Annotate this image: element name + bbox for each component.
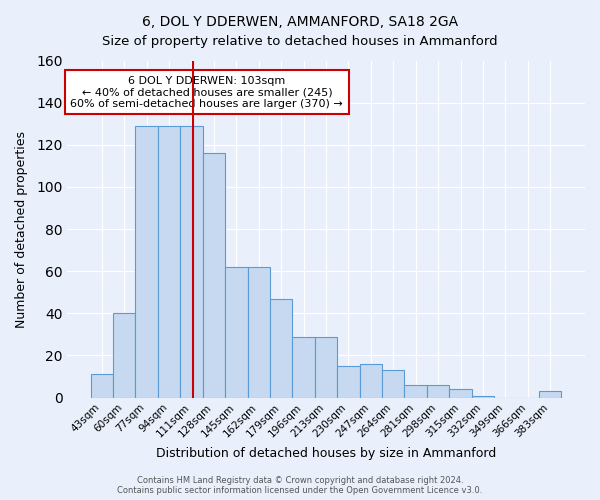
Bar — [225, 267, 248, 398]
Text: Size of property relative to detached houses in Ammanford: Size of property relative to detached ho… — [102, 35, 498, 48]
Bar — [158, 126, 180, 398]
Bar — [203, 153, 225, 398]
Bar — [404, 385, 427, 398]
Text: 6 DOL Y DDERWEN: 103sqm
← 40% of detached houses are smaller (245)
60% of semi-d: 6 DOL Y DDERWEN: 103sqm ← 40% of detache… — [70, 76, 343, 109]
Bar — [91, 374, 113, 398]
Bar — [359, 364, 382, 398]
Bar — [270, 298, 292, 398]
Text: Contains HM Land Registry data © Crown copyright and database right 2024.
Contai: Contains HM Land Registry data © Crown c… — [118, 476, 482, 495]
Bar — [113, 314, 136, 398]
Bar — [382, 370, 404, 398]
Bar — [449, 389, 472, 398]
Bar — [337, 366, 359, 398]
Text: 6, DOL Y DDERWEN, AMMANFORD, SA18 2GA: 6, DOL Y DDERWEN, AMMANFORD, SA18 2GA — [142, 15, 458, 29]
Y-axis label: Number of detached properties: Number of detached properties — [15, 130, 28, 328]
Bar — [472, 396, 494, 398]
Bar — [136, 126, 158, 398]
Bar — [248, 267, 270, 398]
Bar — [180, 126, 203, 398]
Bar — [315, 336, 337, 398]
X-axis label: Distribution of detached houses by size in Ammanford: Distribution of detached houses by size … — [156, 447, 496, 460]
Bar — [539, 392, 562, 398]
Bar — [427, 385, 449, 398]
Bar — [292, 336, 315, 398]
